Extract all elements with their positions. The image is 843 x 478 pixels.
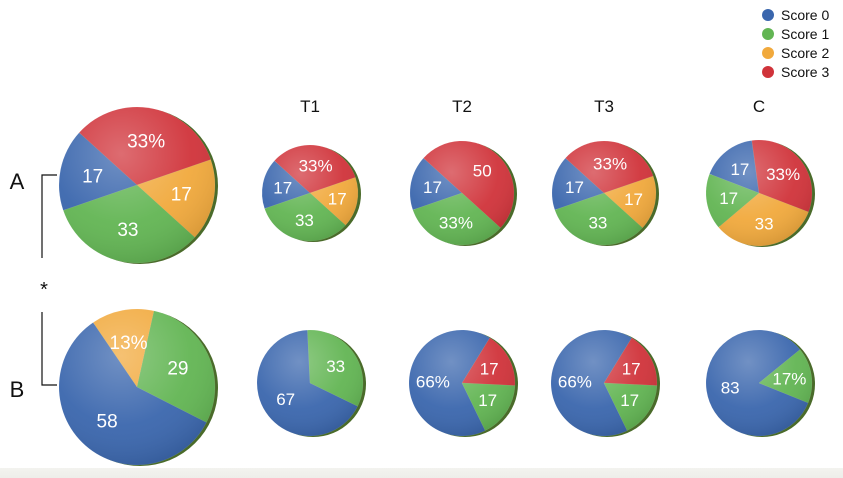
- legend-label: Score 2: [781, 45, 829, 61]
- pie-slice-label: 33: [755, 214, 774, 233]
- pie-slice-label: 17: [82, 167, 103, 188]
- pie-gloss: [706, 330, 812, 436]
- pie-b-4: 66% 17 17: [550, 329, 660, 437]
- pie-slice-label: 33%: [439, 213, 473, 232]
- legend-swatch: [762, 9, 774, 21]
- pie-slice-label: 17: [478, 391, 497, 410]
- pie-gloss: [552, 141, 656, 245]
- pie-gloss: [551, 330, 657, 436]
- pie-slice-label: 33%: [299, 157, 333, 176]
- column-title-t2: T2: [452, 97, 472, 116]
- pie-slice-label: 17: [730, 160, 749, 179]
- pie-slice-label: 33: [326, 357, 345, 376]
- pie-slice-label: 66%: [416, 373, 450, 392]
- pie-slice-label: 33%: [766, 165, 800, 184]
- legend-swatch: [762, 66, 774, 78]
- pie-slice-label: 17: [328, 190, 347, 209]
- pie-slice-label: 17: [624, 190, 643, 209]
- pie-slice-label: 33: [588, 213, 607, 232]
- pie-gloss: [257, 330, 363, 436]
- pie-slice-label: 17: [423, 178, 442, 197]
- pie-gloss: [59, 107, 215, 263]
- bottom-shade: [0, 468, 843, 478]
- pie-slice-label: 33: [295, 211, 314, 230]
- pie-slice-label: 17: [719, 189, 738, 208]
- pie-gloss: [409, 330, 515, 436]
- significance-asterisk: *: [40, 279, 48, 301]
- pie-slice-label: 17: [480, 360, 499, 379]
- pie-gloss: [59, 309, 215, 465]
- column-title-t1: T1: [300, 97, 320, 116]
- pie-b-5: 83 17%: [705, 329, 815, 437]
- pie-gloss: [706, 140, 812, 246]
- pie-a-3: 17 50 33%: [409, 140, 517, 246]
- pie-slice-label: 33%: [593, 154, 627, 173]
- pie-b-2: 67 33: [256, 329, 366, 437]
- pie-b-1: 58 13% 29: [58, 308, 218, 466]
- pie-slice-label: 17: [171, 185, 192, 206]
- pie-slice-label: 58: [97, 412, 118, 433]
- column-title-t3: T3: [594, 97, 614, 116]
- pie-a-1: 17 33% 17 33: [58, 106, 218, 264]
- legend-label: Score 0: [781, 7, 829, 23]
- pie-slice-label: 66%: [558, 373, 592, 392]
- legend-swatch: [762, 47, 774, 59]
- pie-slice-label: 50: [473, 162, 492, 181]
- pie-slice-label: 17%: [772, 369, 806, 388]
- pie-slice-label: 33%: [127, 131, 165, 152]
- comparison-bracket: [41, 174, 57, 386]
- row-label-a: A: [10, 169, 25, 194]
- column-title-c: C: [753, 97, 765, 116]
- pie-slice-label: 17: [273, 178, 292, 197]
- legend-swatch: [762, 28, 774, 40]
- pie-b-3: 66% 17 17: [408, 329, 518, 437]
- pie-slice-label: 13%: [110, 333, 148, 354]
- pie-gloss: [410, 141, 514, 245]
- pie-slice-label: 17: [622, 360, 641, 379]
- pie-slice-label: 17: [620, 391, 639, 410]
- pie-slice-label: 29: [167, 358, 188, 379]
- row-label-b: B: [10, 377, 25, 402]
- legend-label: Score 3: [781, 64, 829, 80]
- pie-gloss: [262, 145, 358, 241]
- column-titles: T1 T2 T3 C: [300, 97, 765, 116]
- pie-slice-label: 67: [276, 390, 295, 409]
- pie-slice-label: 83: [721, 378, 740, 397]
- pie-slice-label: 17: [565, 178, 584, 197]
- legend-label: Score 1: [781, 26, 829, 42]
- legend: Score 0 Score 1 Score 2 Score 3: [762, 7, 829, 80]
- pie-a-5: 17 33% 33 17: [705, 139, 815, 247]
- pie-slice-label: 33: [117, 220, 138, 241]
